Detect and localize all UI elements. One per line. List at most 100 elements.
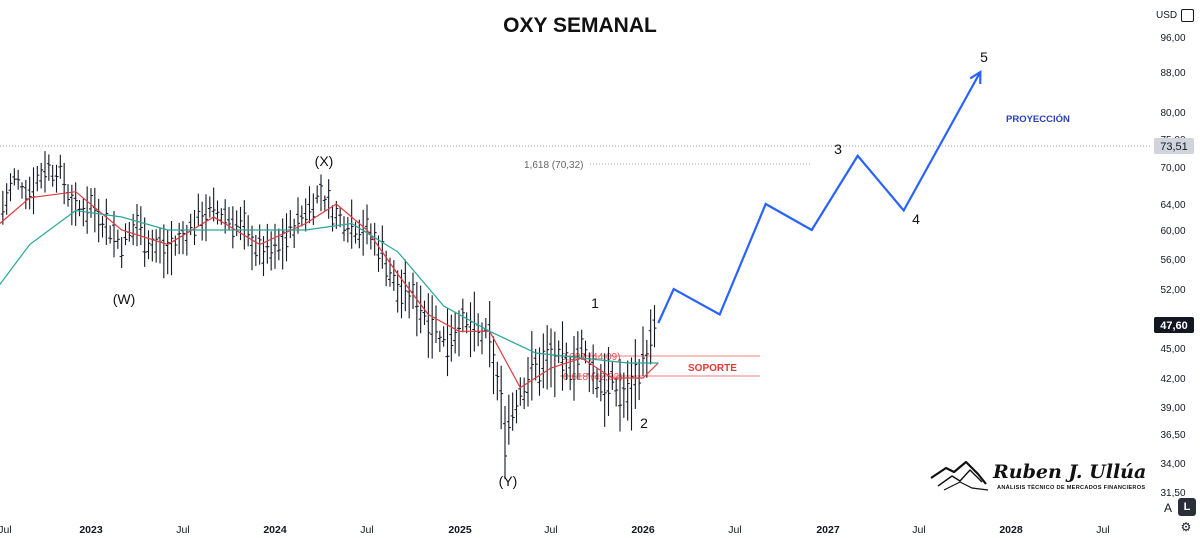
price-bar bbox=[418, 285, 423, 334]
price-bar bbox=[77, 199, 82, 217]
price-bar bbox=[211, 187, 216, 222]
price-bar bbox=[58, 154, 63, 179]
price-bar bbox=[342, 216, 346, 242]
price-bar bbox=[457, 310, 461, 357]
price-bar bbox=[644, 339, 649, 378]
price-bar bbox=[104, 198, 109, 245]
logo-icon bbox=[930, 460, 989, 491]
ma-fast-line bbox=[0, 191, 659, 389]
price-bar bbox=[460, 298, 465, 333]
price-bar bbox=[625, 360, 630, 421]
price-bar bbox=[522, 377, 527, 410]
price-bar bbox=[326, 179, 331, 219]
price-bar bbox=[491, 336, 496, 395]
price-bar bbox=[537, 347, 542, 396]
price-bar bbox=[135, 204, 139, 247]
price-bar bbox=[292, 218, 297, 249]
price-bar bbox=[526, 357, 530, 407]
price-bar bbox=[0, 190, 5, 225]
price-bar bbox=[487, 301, 492, 368]
log-scale-button[interactable]: L bbox=[1178, 498, 1196, 516]
price-bar bbox=[633, 339, 638, 409]
price-bar bbox=[334, 200, 339, 229]
y-tick-label: 60,00 bbox=[1160, 226, 1185, 237]
price-bar bbox=[207, 196, 212, 218]
price-bar bbox=[506, 394, 511, 445]
fib-label-1618-upper: 1,618 (70,32) bbox=[524, 160, 584, 171]
y-tick-label: 64,00 bbox=[1160, 200, 1185, 211]
price-bar bbox=[315, 185, 320, 204]
price-bar bbox=[288, 210, 293, 239]
time-axis[interactable]: Jul 2023 Jul 2024 Jul 2025 Jul 2026 Jul 2027 Jul 20… bbox=[0, 524, 1110, 536]
price-bar bbox=[303, 198, 308, 232]
price-bar bbox=[499, 365, 504, 430]
price-bar bbox=[510, 392, 515, 431]
price-bar bbox=[319, 174, 323, 212]
wave-label-x: (X) bbox=[315, 153, 334, 169]
price-bar bbox=[621, 372, 626, 418]
price-bar bbox=[518, 377, 523, 406]
checkbox-icon bbox=[1181, 8, 1194, 22]
price-bar bbox=[575, 331, 580, 380]
y-tick-label: 52,00 bbox=[1160, 285, 1185, 296]
projection-arrowhead bbox=[969, 69, 982, 85]
price-bar bbox=[181, 221, 185, 255]
price-bar bbox=[345, 216, 350, 243]
price-bar bbox=[108, 225, 113, 244]
x-tick-label: 2023 bbox=[79, 524, 103, 536]
price-bar bbox=[357, 219, 362, 249]
price-bar bbox=[591, 344, 596, 394]
gear-icon[interactable]: ⚙ bbox=[1180, 520, 1192, 534]
price-bar bbox=[549, 328, 553, 388]
plot-area[interactable] bbox=[0, 0, 1150, 520]
brand-name: Ruben J. Ullúa bbox=[993, 461, 1147, 483]
price-bar bbox=[20, 182, 24, 199]
support-label: SOPORTE bbox=[688, 363, 737, 374]
price-bar bbox=[4, 183, 9, 215]
price-bar bbox=[533, 348, 538, 381]
price-bar bbox=[35, 166, 40, 192]
price-bar bbox=[437, 330, 442, 352]
price-bar bbox=[154, 229, 159, 263]
projection-path bbox=[657, 69, 982, 324]
price-bar bbox=[50, 164, 55, 187]
price-bar bbox=[322, 195, 327, 211]
price-bar bbox=[165, 229, 170, 275]
price-bar bbox=[273, 223, 277, 269]
price-bar bbox=[430, 295, 435, 359]
price-bar bbox=[391, 260, 396, 291]
price-bar bbox=[595, 367, 599, 398]
price-bar bbox=[196, 193, 201, 227]
price-bar bbox=[365, 204, 369, 245]
x-tick-label: 2026 bbox=[631, 524, 655, 536]
fib-label-0382: 0,382 (44,09) bbox=[561, 352, 621, 363]
price-bar bbox=[338, 206, 343, 228]
price-bar bbox=[138, 206, 143, 246]
price-bar bbox=[652, 305, 657, 348]
auto-scale-button[interactable]: A bbox=[1163, 501, 1172, 515]
currency-button[interactable]: USD bbox=[1156, 4, 1194, 26]
price-bar bbox=[242, 200, 247, 250]
x-tick-label: Jul bbox=[728, 524, 741, 536]
price-bar bbox=[250, 225, 254, 271]
price-bar bbox=[230, 206, 235, 249]
ma-slow-line bbox=[0, 209, 659, 364]
price-bar bbox=[514, 390, 519, 424]
price-bar bbox=[426, 293, 431, 358]
price-bar bbox=[12, 168, 17, 186]
price-bar bbox=[529, 331, 534, 401]
level-price-tag bbox=[1154, 138, 1194, 154]
price-bar bbox=[641, 326, 645, 376]
price-bar bbox=[16, 169, 21, 190]
x-tick-label: Jul bbox=[176, 524, 189, 536]
price-axis[interactable]: 96,0088,0080,0075,0070,0064,0060,0056,00… bbox=[1150, 0, 1200, 538]
x-tick-label: 2027 bbox=[816, 524, 840, 536]
y-tick-label: 39,00 bbox=[1160, 403, 1185, 414]
price-bar bbox=[564, 342, 569, 381]
price-bar bbox=[46, 154, 51, 181]
price-bar bbox=[407, 281, 412, 319]
price-bar bbox=[69, 184, 74, 226]
price-bar bbox=[215, 200, 220, 225]
price-bar bbox=[449, 314, 454, 362]
